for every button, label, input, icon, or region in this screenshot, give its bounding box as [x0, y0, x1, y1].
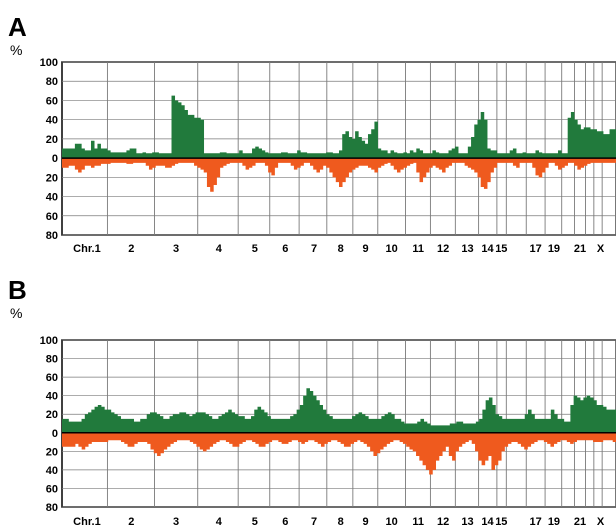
y-tick-label: 0: [52, 428, 58, 440]
x-tick-label: 9: [363, 243, 369, 255]
y-tick-label: 40: [46, 115, 58, 127]
x-tick-label: 19: [548, 243, 560, 255]
x-tick-label: 3: [173, 516, 179, 528]
x-tick-label: 8: [338, 243, 344, 255]
loss-area-series: [62, 432, 616, 475]
x-tick-label: 6: [282, 516, 288, 528]
y-tick-label: 40: [46, 192, 58, 204]
x-tick-label: 21: [574, 243, 586, 255]
x-tick-label: 4: [216, 516, 223, 528]
x-tick-label: 13: [461, 243, 473, 255]
x-tick-label: 11: [412, 516, 424, 528]
y-tick-label: 40: [46, 391, 58, 403]
x-tick-label: 21: [574, 516, 586, 528]
x-tick-label: 13: [461, 516, 473, 528]
y-tick-label: 20: [46, 446, 58, 458]
x-tick-label: 17: [530, 243, 542, 255]
panel-b-letter: B: [8, 275, 27, 305]
panel-a-unit-label: %: [10, 42, 23, 58]
x-tick-label: 14: [481, 243, 494, 255]
y-tick-label: 80: [46, 502, 58, 514]
x-tick-label: 4: [216, 243, 223, 255]
y-tick-label: 0: [52, 153, 58, 165]
x-tick-label: 2: [128, 243, 134, 255]
y-tick-label: 60: [46, 372, 58, 384]
x-tick-label: 19: [548, 516, 560, 528]
panel-a: A % 100 80 60 40 20 0 20 40 60 80 Chr.1 2 3 4 5 6 7 8 9 10 1…: [8, 12, 616, 255]
x-tick-label: 8: [338, 516, 344, 528]
panel-b: B % 100 80 60 40 20 0 20 40 60 80 Chr.1 2 3 4 5 6 7 8 9 10 1…: [0, 265, 616, 530]
x-tick-label: 2: [128, 516, 134, 528]
x-tick-label: 5: [252, 516, 258, 528]
x-tick-label: 7: [311, 516, 317, 528]
y-tick-label: 20: [46, 134, 58, 146]
y-tick-label: 60: [46, 483, 58, 495]
x-tick-label: 17: [530, 516, 542, 528]
y-tick-label: 60: [46, 95, 58, 107]
x-tick-label: X: [597, 243, 605, 255]
x-tick-label: 15: [495, 243, 507, 255]
y-tick-label: 20: [46, 172, 58, 184]
x-tick-label: 9: [363, 516, 369, 528]
plot-frame: [61, 61, 616, 236]
y-tick-label: 80: [46, 76, 58, 88]
gain-area-series: [62, 388, 616, 433]
x-tick-label: 15: [495, 516, 507, 528]
y-tick-label: 40: [46, 465, 58, 477]
panel-b-unit-label: %: [10, 305, 23, 321]
x-tick-label: 12: [437, 516, 449, 528]
x-tick-label: 14: [481, 516, 494, 528]
x-tick-label: 5: [252, 243, 258, 255]
panel-a-letter: A: [8, 12, 27, 42]
y-tick-label: 60: [46, 211, 58, 223]
y-tick-label: 100: [40, 335, 58, 347]
chart-a: 100 80 60 40 20 0 20 40 60 80 Chr.1 2 3 4 5 6 7 8 9 10 11 12 1…: [40, 57, 616, 255]
x-tick-label: 6: [282, 243, 288, 255]
x-tick-label: 11: [412, 243, 424, 255]
x-tick-label: X: [597, 516, 605, 528]
x-tick-label: 7: [311, 243, 317, 255]
x-tick-label: Chr.1: [73, 516, 101, 528]
y-tick-label: 80: [46, 230, 58, 242]
y-tick-label: 80: [46, 354, 58, 366]
x-tick-label: 10: [386, 516, 398, 528]
y-tick-label: 20: [46, 409, 58, 421]
gain-area-series: [62, 95, 616, 159]
x-tick-label: Chr.1: [73, 243, 101, 255]
loss-area-series: [62, 158, 616, 192]
chart-b: 100 80 60 40 20 0 20 40 60 80 Chr.1 2 3 4 5 6 7 8 9 10 11 12 1…: [40, 335, 616, 528]
x-tick-label: 10: [386, 243, 398, 255]
y-tick-label: 100: [40, 57, 58, 69]
x-tick-label: 3: [173, 243, 179, 255]
x-tick-label: 12: [437, 243, 449, 255]
